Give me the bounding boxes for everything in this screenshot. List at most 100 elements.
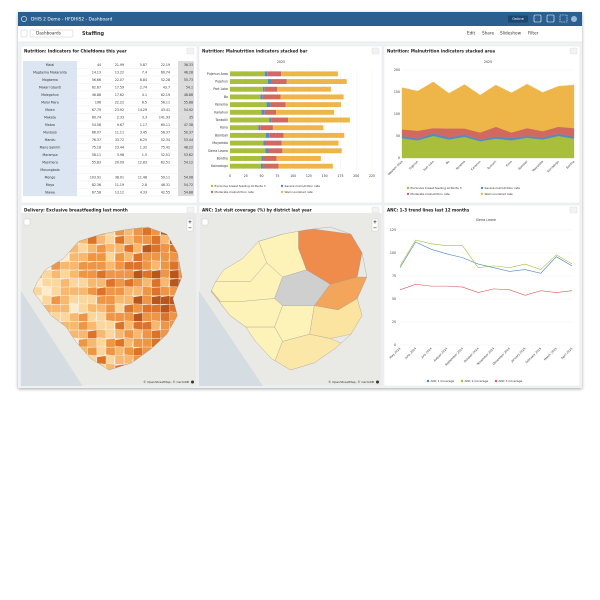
panel-menu[interactable]	[569, 206, 578, 214]
y-tick-label: Sierra Leone	[208, 149, 228, 153]
chiefdom	[105, 338, 117, 348]
layers-button[interactable]	[23, 218, 31, 226]
y-tick-label: Bo	[224, 95, 228, 99]
cell: 13.12	[115, 190, 124, 194]
chiefdom	[87, 269, 98, 279]
header-title: DHIS 2 Demo - HFDHIS2 - Dashboard	[31, 17, 113, 23]
chiefdom	[160, 276, 170, 288]
chiefdom	[133, 242, 143, 253]
toolbar-action[interactable]: Filter	[528, 31, 539, 36]
cell: 141.93	[159, 115, 170, 119]
interpretations-icon[interactable]	[546, 14, 555, 23]
chiefdom	[169, 269, 180, 279]
cell: 55.83	[92, 160, 101, 164]
zoom-out[interactable]: −	[373, 226, 377, 232]
cell: 22.07	[115, 78, 124, 82]
chiefdom	[114, 235, 126, 245]
chiefdom	[124, 269, 134, 279]
chiefdom	[60, 295, 70, 305]
toolbar-action[interactable]: Slideshow	[500, 31, 522, 36]
map-info	[376, 380, 379, 384]
cell: 58.11	[92, 153, 101, 157]
chiefdom	[78, 242, 88, 253]
bar-segment	[288, 117, 350, 123]
panel	[198, 45, 383, 204]
chiefdom	[133, 328, 143, 339]
chiefdom	[41, 278, 52, 288]
chiefdom	[142, 243, 154, 253]
chiefdom	[151, 260, 161, 271]
y-tick-label: Koinadugu	[211, 164, 228, 168]
x-tick-label: Bo	[445, 159, 451, 165]
dashboards-label[interactable]: Dashboards	[36, 31, 61, 36]
y-tick-label: Bonthe	[217, 156, 228, 160]
zoom-out[interactable]: −	[188, 226, 192, 232]
panel-menu[interactable]	[186, 47, 195, 55]
cell: 13.22	[115, 70, 124, 74]
bar-segment	[267, 79, 272, 84]
x-tick-label: Tonkolili	[486, 159, 498, 171]
toolbar	[18, 26, 582, 42]
zoom-in[interactable]: +	[373, 220, 377, 226]
chiefdom	[87, 303, 97, 313]
chiefdom	[142, 304, 153, 313]
add-button[interactable]	[20, 29, 28, 38]
cell: 1.5	[142, 153, 147, 157]
y-tick-label: Moyamba	[212, 141, 228, 145]
chiefdom	[41, 285, 52, 296]
chiefdom	[105, 278, 117, 288]
y-tick-label: 100	[394, 112, 400, 116]
chiefdom	[69, 277, 79, 288]
bar-segment	[267, 71, 282, 77]
x-tick-label: 225	[369, 174, 375, 178]
cell: 2.74	[140, 85, 147, 89]
panel-menu[interactable]	[371, 47, 380, 55]
row-name: Malen	[45, 108, 55, 112]
chiefdom	[78, 303, 88, 313]
x-tick-label: Kono	[505, 159, 513, 167]
bar-segment	[230, 156, 262, 161]
x-tick-label: 200	[353, 174, 359, 178]
area	[401, 81, 575, 133]
bar-segment	[264, 109, 277, 115]
cell: 54.1	[186, 85, 193, 89]
panel-menu[interactable]	[186, 206, 195, 214]
cell: 56.37	[161, 130, 170, 134]
bar-segment	[281, 140, 339, 146]
y-tick-label: Kailahun	[214, 110, 228, 114]
layers-button[interactable]	[201, 218, 209, 226]
panel-menu[interactable]	[371, 206, 380, 214]
panel-menu[interactable]	[569, 47, 578, 55]
bar-segment	[263, 163, 279, 169]
bar-segment	[264, 86, 278, 92]
bar-segment	[230, 102, 267, 108]
chiefdom	[105, 328, 116, 339]
dashboard-name: Staffing	[82, 31, 105, 37]
toolbar-action[interactable]: Edit	[467, 31, 475, 36]
status: Online	[512, 17, 524, 21]
chiefdom	[51, 269, 62, 279]
messages-icon[interactable]	[533, 14, 542, 23]
toolbar-action[interactable]: Share	[482, 31, 495, 36]
zoom-in[interactable]: +	[188, 220, 192, 226]
chiefdom	[124, 261, 135, 271]
bar-segment	[263, 156, 277, 161]
cell: 2.8	[142, 183, 147, 187]
chiefdom	[114, 269, 125, 279]
dashboards-button[interactable]	[29, 29, 74, 38]
zoom-control	[371, 218, 379, 232]
chiefdom	[78, 277, 88, 288]
chiefdom	[124, 346, 134, 356]
cell: 46.88	[92, 93, 101, 97]
chiefdom	[160, 320, 170, 331]
chiefdom	[160, 295, 172, 305]
profile-icon[interactable]	[571, 16, 577, 22]
sea	[21, 290, 83, 386]
bar-segment	[230, 140, 264, 146]
y-tick-label: 50	[396, 134, 400, 138]
bar-segment	[276, 156, 321, 161]
apps-icon[interactable]	[559, 14, 568, 23]
panel-title: Nutrition: Malnutrition indicators stack…	[387, 49, 495, 54]
cell: 42.55	[161, 190, 170, 194]
